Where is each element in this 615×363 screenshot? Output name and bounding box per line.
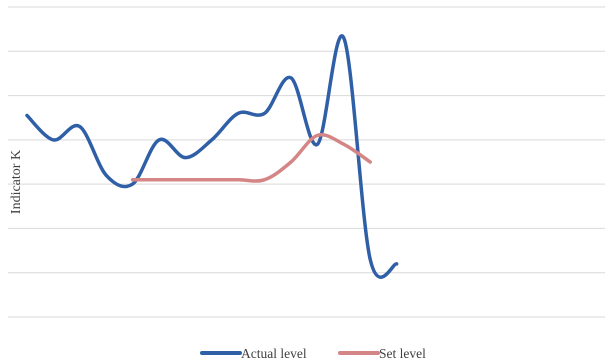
legend-label-actual-level: Actual level — [241, 346, 307, 361]
y-axis-label: Indicator K — [9, 150, 24, 214]
gridlines — [8, 6, 605, 318]
legend-label-set-level: Set level — [379, 346, 426, 361]
series-lines — [25, 34, 399, 279]
series-line-actual-level — [25, 34, 399, 279]
series-line-set-level — [130, 133, 372, 183]
legend: Actual level Set level — [200, 346, 426, 361]
